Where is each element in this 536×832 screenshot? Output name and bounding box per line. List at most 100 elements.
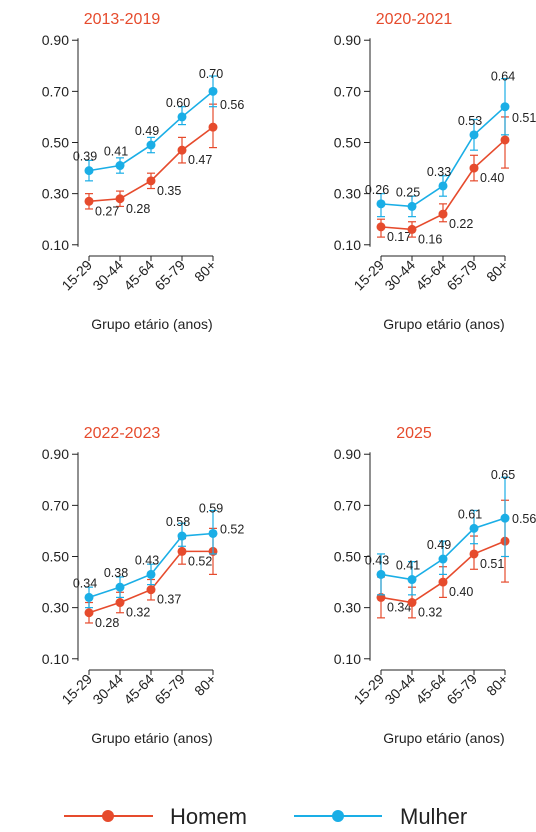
y-tick-label: 0.70 xyxy=(334,497,361,513)
data-label-homem: 0.47 xyxy=(188,153,212,167)
data-label-mulher: 0.39 xyxy=(73,150,97,164)
data-label-mulher: 0.41 xyxy=(104,145,128,159)
data-label-homem: 0.17 xyxy=(387,230,411,244)
legend-marker-homem xyxy=(102,810,114,822)
panel-title: 2020-2021 xyxy=(376,11,453,28)
data-point-mulher xyxy=(146,140,156,150)
data-label-mulher: 0.65 xyxy=(491,468,515,482)
x-axis-label: Grupo etário (anos) xyxy=(91,730,212,746)
panel-title: 2025 xyxy=(396,425,432,442)
data-point-mulher xyxy=(84,166,94,176)
data-label-mulher: 0.59 xyxy=(199,501,223,515)
y-tick-label: 0.50 xyxy=(42,135,69,151)
data-label-homem: 0.40 xyxy=(480,171,504,185)
x-axis-label: Grupo etário (anos) xyxy=(91,316,212,332)
panel-title: 2022-2023 xyxy=(84,425,161,442)
y-tick-label: 0.10 xyxy=(42,237,69,253)
panel-title: 2013-2019 xyxy=(84,11,161,28)
data-point-homem xyxy=(115,194,125,204)
data-point-mulher xyxy=(177,531,187,541)
data-point-mulher xyxy=(376,199,386,209)
data-label-homem: 0.28 xyxy=(95,616,119,630)
data-label-homem: 0.32 xyxy=(418,606,442,620)
data-label-mulher: 0.33 xyxy=(427,165,451,179)
data-point-mulher xyxy=(500,513,510,523)
data-label-homem: 0.51 xyxy=(512,111,536,125)
x-tick-label: 80+ xyxy=(483,257,511,285)
data-point-homem xyxy=(376,222,386,232)
data-point-homem xyxy=(407,224,417,234)
data-point-homem xyxy=(500,135,510,145)
y-tick-label: 0.50 xyxy=(334,549,361,565)
data-point-mulher xyxy=(208,528,218,538)
data-point-homem xyxy=(84,196,94,206)
data-label-homem: 0.52 xyxy=(188,554,212,568)
data-point-mulher xyxy=(146,569,156,579)
y-tick-label: 0.10 xyxy=(42,651,69,667)
data-label-mulher: 0.49 xyxy=(427,538,451,552)
data-label-mulher: 0.34 xyxy=(73,576,97,590)
x-tick-label: 45-64 xyxy=(412,671,449,708)
legend-label-homem: Homem xyxy=(170,804,247,829)
data-point-mulher xyxy=(115,582,125,592)
legend-label-mulher: Mulher xyxy=(400,804,467,829)
data-point-mulher xyxy=(407,575,417,585)
panel-2020-2021: 2020-2021 0.90 0.70 0.50 0.30 0.10 15-2930-444… xyxy=(334,11,536,332)
data-label-homem: 0.16 xyxy=(418,232,442,246)
data-point-mulher xyxy=(438,181,448,191)
data-label-mulher: 0.70 xyxy=(199,67,223,81)
x-axis-label: Grupo etário (anos) xyxy=(383,316,504,332)
data-point-homem xyxy=(438,577,448,587)
data-point-homem xyxy=(469,163,479,173)
data-label-homem: 0.37 xyxy=(157,593,181,607)
data-point-mulher xyxy=(208,86,218,96)
y-tick-label: 0.90 xyxy=(334,446,361,462)
x-tick-label: 45-64 xyxy=(120,671,157,708)
data-label-homem: 0.52 xyxy=(220,522,244,536)
data-point-mulher xyxy=(407,201,417,211)
x-tick-label: 30-44 xyxy=(89,671,126,708)
x-tick-label: 30-44 xyxy=(381,257,418,294)
data-label-homem: 0.28 xyxy=(126,202,150,216)
x-tick-label: 65-79 xyxy=(151,671,188,708)
data-label-homem: 0.27 xyxy=(95,204,119,218)
data-point-homem xyxy=(177,546,187,556)
data-label-mulher: 0.53 xyxy=(458,114,482,128)
y-tick-label: 0.50 xyxy=(334,135,361,151)
x-tick-label: 45-64 xyxy=(120,257,157,294)
y-tick-label: 0.90 xyxy=(42,446,69,462)
x-tick-label: 80+ xyxy=(191,671,219,699)
x-tick-label: 30-44 xyxy=(89,257,126,294)
data-point-homem xyxy=(438,209,448,219)
x-tick-label: 45-64 xyxy=(412,257,449,294)
x-tick-label: 15-29 xyxy=(350,671,387,708)
x-tick-label: 15-29 xyxy=(58,257,95,294)
panel-2025: 2025 0.90 0.70 0.50 0.30 0.10 15-2930-4445-646… xyxy=(334,425,536,746)
data-point-mulher xyxy=(115,161,125,171)
data-label-homem: 0.35 xyxy=(157,184,181,198)
panel-2022-2023: 2022-2023 0.90 0.70 0.50 0.30 0.10 15-2930-444… xyxy=(42,425,245,746)
data-label-mulher: 0.26 xyxy=(365,183,389,197)
data-label-mulher: 0.25 xyxy=(396,185,420,199)
data-point-homem xyxy=(146,585,156,595)
x-axis-label: Grupo etário (anos) xyxy=(383,730,504,746)
data-point-homem xyxy=(208,122,218,132)
data-point-homem xyxy=(84,608,94,618)
y-tick-label: 0.70 xyxy=(334,83,361,99)
x-tick-label: 65-79 xyxy=(443,257,480,294)
panels: 2013-20190.900.700.500.300.1015-2930-444… xyxy=(42,11,536,746)
data-label-homem: 0.22 xyxy=(449,217,473,231)
y-tick-label: 0.10 xyxy=(334,651,361,667)
y-tick-label: 0.70 xyxy=(42,497,69,513)
data-point-mulher xyxy=(177,112,187,122)
data-point-mulher xyxy=(84,592,94,602)
y-tick-label: 0.50 xyxy=(42,549,69,565)
data-label-homem: 0.56 xyxy=(220,98,244,112)
data-label-homem: 0.32 xyxy=(126,606,150,620)
y-tick-label: 0.30 xyxy=(334,600,361,616)
x-tick-label: 15-29 xyxy=(58,671,95,708)
data-label-homem: 0.56 xyxy=(512,512,536,526)
y-tick-label: 0.30 xyxy=(42,600,69,616)
data-label-mulher: 0.41 xyxy=(396,559,420,573)
